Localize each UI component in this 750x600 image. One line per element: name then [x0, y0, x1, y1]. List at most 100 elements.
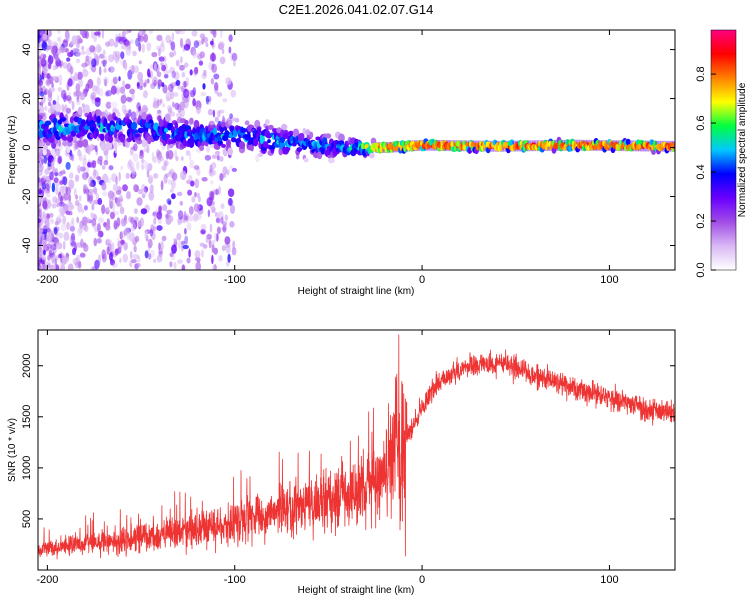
- spectrogram-cell: [98, 217, 105, 224]
- spectrogram-cell: [172, 92, 179, 97]
- spectrogram-cell: [133, 184, 139, 193]
- spectrogram-cell: [117, 247, 122, 254]
- spectrogram-cell: [184, 119, 189, 126]
- spectrogram-cell: [111, 262, 118, 268]
- spectrogram-cell: [153, 211, 157, 220]
- spectrogram-cell: [141, 161, 145, 171]
- spectrogram-cell: [156, 211, 163, 220]
- spectrogram-cell: [63, 231, 70, 241]
- spectrogram-cell: [252, 138, 259, 147]
- spectrogram-cell: [161, 64, 167, 72]
- spectrogram-cell: [83, 243, 89, 252]
- spectrogram-cell: [205, 236, 210, 243]
- spectrogram-cell: [50, 218, 55, 224]
- spectrogram-cell: [129, 39, 134, 44]
- spectrogram-cell: [68, 97, 72, 104]
- spectrogram-cell: [174, 149, 178, 159]
- spectrogram-cell: [84, 224, 89, 232]
- spectrogram-cell: [81, 30, 88, 39]
- spectrogram-cell: [96, 176, 102, 181]
- spectrogram-cell: [119, 206, 125, 215]
- spectrogram-cell: [98, 88, 104, 97]
- spectrogram-cell: [123, 227, 130, 236]
- spectrogram-cell: [230, 89, 237, 98]
- spectrogram-cell: [179, 200, 184, 206]
- spectrogram-cell: [163, 127, 169, 133]
- spectrogram-cell: [39, 58, 46, 65]
- spectrogram-cell: [218, 41, 225, 49]
- spectrogram-cell: [84, 172, 88, 181]
- spectrogram-cell: [59, 81, 62, 86]
- spectrogram-cell: [218, 185, 222, 196]
- spectrogram-cell: [130, 216, 135, 224]
- spectrogram-cell: [160, 39, 165, 47]
- spectrogram-cell: [255, 154, 260, 163]
- spectrogram-cell: [241, 128, 247, 133]
- spectrogram-cell: [180, 170, 187, 181]
- spectrogram-cell: [151, 151, 155, 162]
- spectrogram-cell: [98, 66, 102, 76]
- spectrogram-cell: [184, 228, 187, 235]
- spectrogram-cell: [141, 184, 146, 192]
- spectrogram-cell: [112, 201, 115, 211]
- spectrogram-cell: [113, 141, 118, 150]
- spectrogram-cell: [129, 250, 133, 260]
- spectrogram-cell: [214, 82, 219, 91]
- spectrogram-cell: [82, 138, 89, 148]
- spectrogram-cell: [112, 183, 119, 192]
- spectrogram-cell: [149, 184, 154, 194]
- spectrogram-cell: [79, 166, 86, 172]
- spectrogram-cell: [62, 62, 69, 69]
- spectrogram-cell: [305, 139, 311, 147]
- spectrogram-cell: [87, 189, 95, 193]
- spectrogram-cell: [55, 198, 61, 204]
- spectrogram-cell: [91, 218, 97, 227]
- spectrogram-cell: [137, 71, 144, 81]
- spectrogram-cell: [230, 52, 234, 61]
- spectrogram-cell: [233, 60, 236, 67]
- spectrogram-cell: [170, 41, 176, 51]
- spectrogram-cell: [39, 264, 44, 270]
- spectrogram-cell: [66, 62, 72, 73]
- spectrogram-cell: [82, 157, 87, 167]
- spectrogram-cell: [212, 30, 217, 38]
- spectrogram-cell: [131, 121, 138, 130]
- spectrogram-cell: [168, 200, 172, 206]
- spectrogram-cell: [138, 60, 142, 65]
- spectrogram-cell: [196, 106, 201, 115]
- spectrogram-cell: [625, 138, 631, 146]
- spectrogram-cell: [153, 173, 159, 179]
- spectrogram-cell: [46, 73, 51, 80]
- spectrogram-cell: [50, 103, 56, 114]
- spectrogram-cell: [104, 91, 110, 97]
- spectrogram-cell: [68, 194, 72, 202]
- spectrogram-cell: [177, 210, 184, 220]
- spectrogram-cell: [186, 257, 191, 264]
- spectrogram-cell: [46, 45, 53, 50]
- spectrogram-cell: [105, 224, 111, 231]
- spectrogram-cell: [51, 203, 57, 209]
- spectrogram-cell: [198, 60, 204, 66]
- spectrogram-cell: [47, 93, 53, 103]
- spectrogram-cell: [89, 45, 96, 53]
- spectrogram-cell: [194, 66, 199, 75]
- spectrogram-cell: [234, 117, 240, 123]
- x-tick-label: 0: [419, 274, 425, 286]
- colorbar-tick-label: 0.4: [695, 164, 707, 179]
- spectrogram-cell: [60, 207, 65, 216]
- spectrogram-cell: [85, 83, 90, 92]
- spectrogram-cell: [127, 161, 131, 170]
- spectrogram-cell: [74, 200, 80, 207]
- y-tick-label: 1000: [21, 456, 33, 480]
- spectrogram-cell: [38, 247, 44, 257]
- spectrogram-cell: [110, 259, 115, 266]
- spectrogram-cell: [59, 185, 65, 194]
- spectrogram-ylabel: Frequency (Hz): [7, 116, 18, 185]
- spectrogram-cell: [143, 186, 149, 193]
- spectrogram-cell: [62, 169, 66, 174]
- spectrogram-cell: [369, 152, 375, 159]
- spectrogram-cell: [95, 192, 100, 200]
- spectrogram-cell: [55, 103, 62, 112]
- spectrogram-cell: [152, 102, 159, 109]
- spectrogram-cell: [167, 104, 173, 113]
